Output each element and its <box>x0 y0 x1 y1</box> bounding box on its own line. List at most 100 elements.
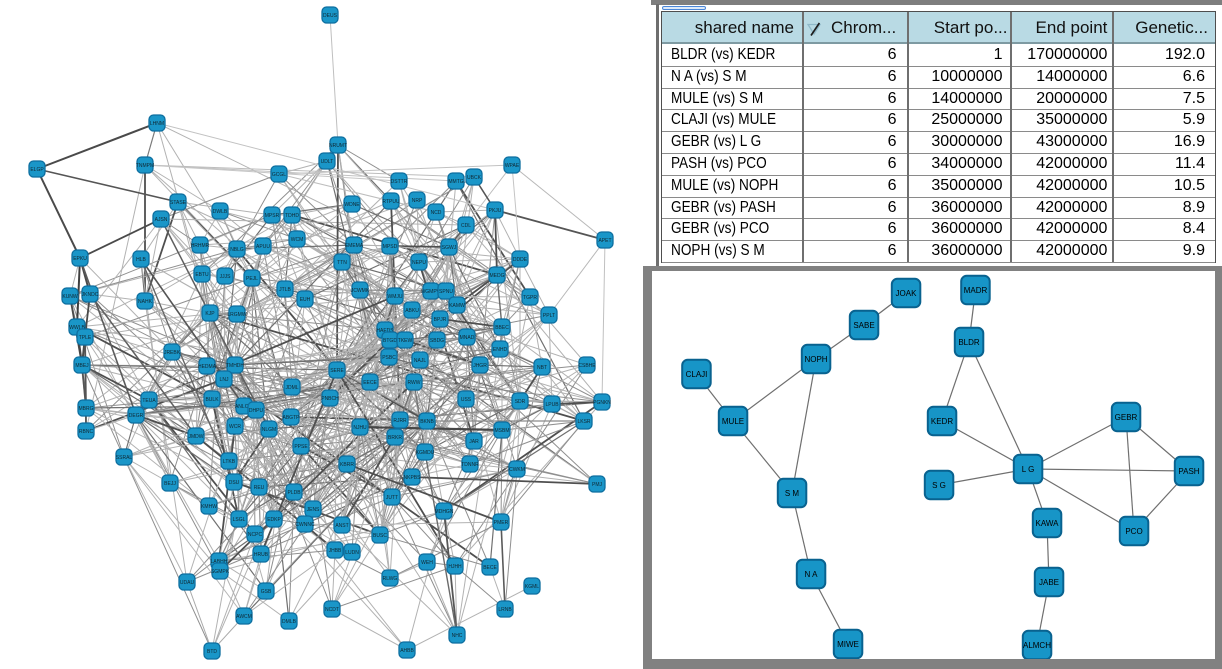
svg-text:RBNC: RBNC <box>79 429 94 435</box>
svg-text:DWLB: DWLB <box>213 209 228 215</box>
svg-text:PNBCH: PNBCH <box>321 396 339 402</box>
svg-text:WMJU: WMJU <box>388 294 403 300</box>
svg-text:MMTG: MMTG <box>448 179 463 185</box>
svg-text:PMJ: PMJ <box>592 482 603 488</box>
svg-text:MNAD: MNAD <box>460 335 475 341</box>
svg-text:GCGL: GCGL <box>272 172 286 178</box>
svg-text:WPAE: WPAE <box>505 163 520 169</box>
svg-text:NAHK: NAHK <box>138 299 153 305</box>
svg-text:HLB: HLB <box>136 257 146 263</box>
svg-text:MDHGN: MDHGN <box>435 509 454 515</box>
svg-text:DSU: DSU <box>229 480 240 486</box>
svg-text:PEJL: PEJL <box>246 276 258 282</box>
svg-text:JUTT: JUTT <box>386 495 398 501</box>
svg-text:PPLT: PPLT <box>543 313 555 319</box>
svg-text:BRKR: BRKR <box>388 435 402 441</box>
svg-text:SABE: SABE <box>853 321 874 330</box>
svg-text:USS: USS <box>461 397 472 403</box>
svg-text:SERE: SERE <box>330 368 344 374</box>
svg-text:NLGM: NLGM <box>262 427 276 433</box>
svg-text:SBDG: SBDG <box>430 338 444 344</box>
svg-text:ENHD: ENHD <box>493 347 508 353</box>
svg-text:NBLG: NBLG <box>230 247 244 253</box>
svg-text:SDR: SDR <box>515 399 526 405</box>
svg-text:JHGR: JHGR <box>473 363 487 369</box>
svg-text:RTPUU: RTPUU <box>382 199 400 205</box>
svg-text:APET: APET <box>598 238 611 244</box>
svg-text:BLDR: BLDR <box>958 338 980 347</box>
svg-text:LUDN: LUDN <box>345 550 359 556</box>
svg-text:ANST: ANST <box>335 523 348 529</box>
svg-text:N A: N A <box>805 570 819 579</box>
svg-text:WGMPW: WGMPW <box>421 289 442 295</box>
svg-text:KEDR: KEDR <box>931 417 953 426</box>
svg-text:GEBR: GEBR <box>1115 413 1138 422</box>
svg-text:STASE: STASE <box>170 200 187 206</box>
svg-text:NEPU: NEPU <box>412 260 426 266</box>
svg-text:LRGMW: LRGMW <box>227 312 246 318</box>
svg-text:TNMPM: TNMPM <box>136 163 154 169</box>
svg-text:RJRR: RJRR <box>393 418 407 424</box>
svg-text:TPLE: TPLE <box>79 335 92 341</box>
svg-text:PASH: PASH <box>1178 467 1199 476</box>
svg-text:DDDE: DDDE <box>513 257 528 263</box>
svg-text:TEUA: TEUA <box>142 398 156 404</box>
svg-text:ABKU: ABKU <box>405 308 419 314</box>
svg-text:RLWG: RLWG <box>383 576 398 582</box>
svg-text:LHNM: LHNM <box>150 121 164 127</box>
svg-text:KGML: KGML <box>525 584 539 590</box>
svg-text:AHBB: AHBB <box>400 648 414 654</box>
svg-text:WCR: WCR <box>229 424 241 430</box>
svg-text:BULK: BULK <box>205 397 219 403</box>
svg-text:LTKB: LTKB <box>223 459 236 465</box>
svg-text:JTLB: JTLB <box>279 287 291 293</box>
svg-text:JCWMK: JCWMK <box>351 288 370 294</box>
svg-text:SGWJ: SGWJ <box>442 245 457 251</box>
svg-text:HRUB: HRUB <box>254 552 269 558</box>
svg-text:MIWE: MIWE <box>837 640 859 649</box>
svg-text:NAJL: NAJL <box>414 358 426 364</box>
svg-text:JDML: JDML <box>285 385 298 391</box>
svg-text:PPSE: PPSE <box>294 444 308 450</box>
svg-text:HAEDS: HAEDS <box>376 328 394 334</box>
svg-text:TDHD: TDHD <box>285 213 299 219</box>
svg-text:TTN: TTN <box>337 260 347 266</box>
svg-text:JMDW: JMDW <box>189 434 204 440</box>
svg-text:CSBHE: CSBHE <box>578 363 596 369</box>
svg-text:NBT: NBT <box>537 365 547 371</box>
svg-text:NRUMT: NRUMT <box>329 143 347 149</box>
svg-text:HRHMR: HRHMR <box>191 243 210 249</box>
svg-text:BECE: BECE <box>483 565 497 571</box>
svg-text:BTGD: BTGD <box>383 338 397 344</box>
svg-text:NCD: NCD <box>431 210 442 216</box>
svg-text:LSGL: LSGL <box>233 517 246 523</box>
svg-text:MBRG: MBRG <box>79 406 94 412</box>
svg-text:ABGTP: ABGTP <box>283 415 301 421</box>
svg-text:DMLB: DMLB <box>282 619 297 625</box>
svg-text:S G: S G <box>932 481 946 490</box>
svg-text:CWNNC: CWNNC <box>295 522 315 528</box>
svg-text:BEJJ: BEJJ <box>164 481 176 487</box>
svg-text:UDLT: UDLT <box>321 159 334 165</box>
svg-text:CLAJI: CLAJI <box>686 370 708 379</box>
svg-text:S M: S M <box>785 489 800 498</box>
svg-text:PSBC: PSBC <box>382 355 396 361</box>
svg-text:SPNU: SPNU <box>439 289 453 295</box>
svg-text:SGMPK: SGMPK <box>211 569 230 575</box>
svg-text:WCM: WCM <box>291 237 304 243</box>
svg-text:BUSC: BUSC <box>373 533 387 539</box>
svg-text:BBEC: BBEC <box>495 325 509 331</box>
svg-text:EMEMA: EMEMA <box>345 243 364 249</box>
svg-text:PLDB: PLDB <box>287 490 301 496</box>
svg-text:WWLB: WWLB <box>69 325 85 331</box>
svg-text:KMHW: KMHW <box>201 504 217 510</box>
svg-text:UBCK: UBCK <box>467 175 482 181</box>
svg-text:MPSR: MPSR <box>265 213 280 219</box>
svg-text:JHBB: JHBB <box>329 548 342 554</box>
svg-text:UDAU: UDAU <box>180 580 195 586</box>
svg-text:PCO: PCO <box>1125 527 1142 536</box>
svg-text:TGPR: TGPR <box>523 295 537 301</box>
svg-text:JKNDC: JKNDC <box>82 292 99 298</box>
svg-text:KGMDU: KGMDU <box>416 450 435 456</box>
svg-text:DEUS: DEUS <box>323 13 338 19</box>
